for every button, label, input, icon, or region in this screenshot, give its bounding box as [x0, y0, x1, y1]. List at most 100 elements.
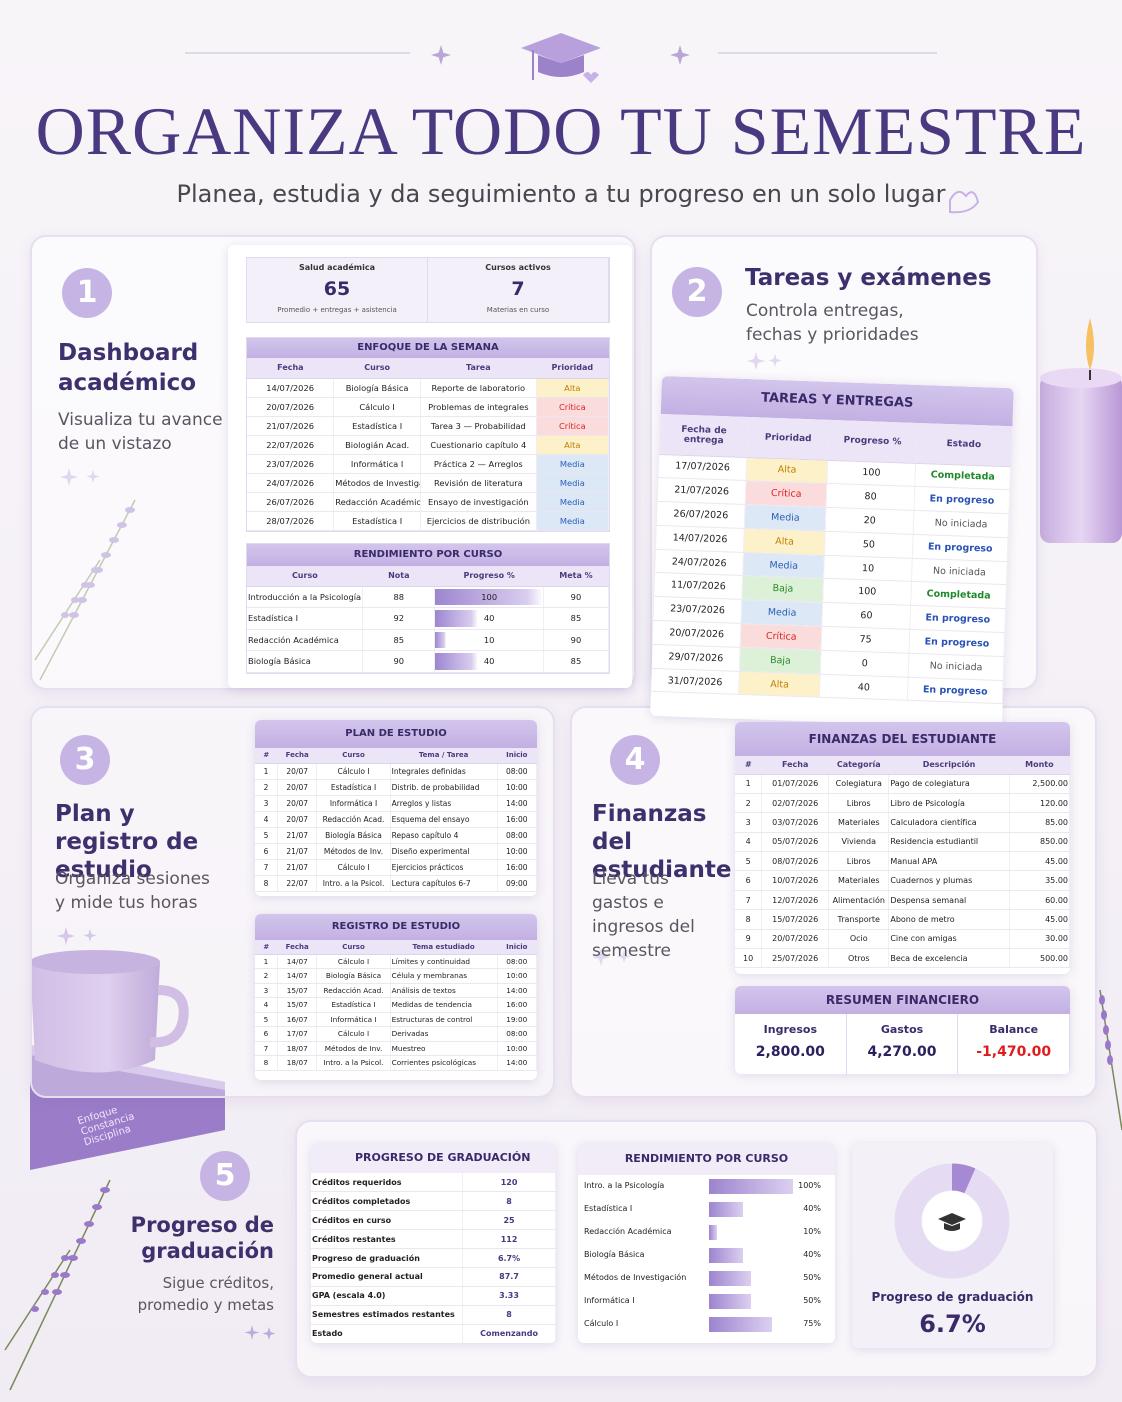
cell: 14:00 — [497, 795, 537, 812]
cell: 20/07/2026 — [247, 397, 335, 417]
donut — [894, 1163, 1010, 1279]
finance-card: FINANZAS DEL ESTUDIANTE # Fecha Categoría De… — [735, 722, 1070, 974]
row: Introducción a la Psicología 88 100 90 — [247, 586, 610, 608]
summary-item: Ingresos 2,800.00 — [735, 1014, 847, 1074]
row: 8 15/07/2026 Transporte Abono de metro 45.00 — [735, 909, 1070, 930]
row: 8 22/07 Intro. a la Psicol. Lectura capítul… — [255, 875, 537, 892]
cell: Baja — [739, 647, 822, 674]
kpi-value: 65 — [323, 278, 351, 300]
cell: Pago de colegiatura — [888, 774, 1010, 794]
cell: 25 — [462, 1210, 556, 1231]
data-table: # Fecha Curso Tema / Tarea Inicio 1 20/07 Cálcu… — [255, 748, 537, 892]
cell: 30.00 — [1009, 929, 1070, 950]
cell: Integrales definidas — [390, 763, 498, 780]
section-number: 3 — [60, 735, 110, 785]
cell: Media — [742, 552, 825, 579]
summary-value: 2,800.00 — [755, 1044, 825, 1060]
cell: Media — [536, 492, 610, 512]
cell: Arreglos y listas — [390, 795, 498, 812]
cell: Comenzando — [462, 1324, 556, 1343]
cell: 19:00 — [497, 1012, 537, 1027]
kpi-note: Promedio + entregas + asistencia — [277, 306, 397, 314]
cell: 3 — [255, 983, 279, 998]
cell: 80 — [826, 483, 915, 511]
progress-bar — [709, 1225, 718, 1240]
cell: 14/07 — [277, 954, 318, 969]
progress-bar — [709, 1317, 772, 1332]
cell: Manual APA — [888, 851, 1010, 872]
cell: Análisis de textos — [390, 983, 498, 998]
cell: 4 — [735, 832, 763, 853]
cell: 15/07 — [277, 997, 318, 1013]
column-header: Progreso % — [434, 566, 544, 587]
bar-label: 50% — [803, 1273, 821, 1282]
table-title: ENFOQUE DE LA SEMANA — [247, 338, 609, 358]
row: 4 15/07 Estadística I Medidas de tendencia 1… — [255, 997, 537, 1013]
cell: Alta — [536, 378, 610, 398]
bar-label: 10% — [803, 1227, 821, 1236]
row: 6 17/07 Cálculo I Derivadas 08:00 — [255, 1026, 537, 1042]
cell: 2 — [735, 793, 763, 814]
column-header: Fecha — [277, 940, 317, 955]
row: 26/07/2026 Redacción Académica Ensayo de i… — [247, 492, 610, 512]
cell: 7 — [255, 1041, 279, 1056]
table-title: RENDIMIENTO POR CURSO — [247, 544, 609, 566]
cell: No iniciada — [911, 558, 1008, 586]
row: 7 12/07/2026 Alimentación Despensa semanal 6… — [735, 890, 1070, 911]
cell: 16:00 — [497, 811, 537, 828]
cell: Tarea 3 — Probabilidad — [420, 416, 537, 436]
row: 14/07/2026 Biología Básica Reporte de labo… — [247, 378, 610, 398]
cell: Otros — [828, 948, 890, 969]
cell: 3 — [255, 795, 279, 812]
cap-icon — [938, 1213, 966, 1231]
dashboard-card: Salud académica 65 Promedio + entregas + a… — [228, 245, 632, 688]
cell: Libros — [828, 851, 890, 872]
cell: Biología Básica — [316, 968, 391, 984]
progress-bar — [435, 653, 479, 670]
cell: 5 — [255, 1012, 279, 1027]
row: 3 15/07 Redacción Acad. Análisis de textos 1… — [255, 983, 537, 998]
row: Promedio general actual 87.7 — [311, 1267, 556, 1287]
cell: 08:00 — [497, 827, 537, 844]
section-title: Progreso de graduación — [130, 1213, 274, 1263]
cell: Residencia estudiantil — [888, 832, 1010, 853]
cell: 40 — [434, 650, 544, 673]
cell: Métodos de Inv. — [316, 1041, 391, 1056]
cell: Cálculo I — [316, 763, 391, 780]
cell: 18/07 — [277, 1055, 318, 1071]
tasks-card: TAREAS Y ENTREGAS Fecha de entrega Priorid… — [650, 376, 1014, 729]
column-header: Curso — [316, 940, 391, 955]
cell: 28/07/2026 — [247, 511, 335, 531]
progress-bar — [709, 1294, 751, 1309]
section-number: 4 — [610, 735, 660, 785]
perf-wrap: RENDIMIENTO POR CURSO Curso Nota Progreso %… — [246, 543, 610, 674]
row: 5 16/07 Informática I Estructuras de contro… — [255, 1012, 537, 1027]
cell: 112 — [462, 1229, 556, 1250]
cell: 8 — [462, 1305, 556, 1325]
cell: Problemas de integrales — [420, 397, 537, 417]
bar-row: Cálculo I 75% — [578, 1313, 835, 1336]
cell: Libros — [828, 793, 890, 814]
column-header: # — [255, 940, 278, 955]
cell: Revisión de literatura — [420, 473, 537, 493]
cell: 20/07 — [277, 763, 318, 780]
cell-text: 40 — [483, 613, 495, 624]
row: 6 21/07 Métodos de Inv. Diseño experimental… — [255, 843, 537, 860]
row: Estado Comenzando — [311, 1324, 556, 1343]
bar-label: 50% — [803, 1296, 821, 1305]
cell: Crítica — [536, 397, 610, 417]
cell: Completada — [914, 462, 1011, 491]
cell: 10 — [434, 629, 544, 651]
row: 6 10/07/2026 Materiales Cuadernos y plumas 3… — [735, 870, 1070, 891]
cell: 17/07/2026 — [658, 453, 748, 481]
row: 28/07/2026 Estadística I Ejercicios de dis… — [247, 511, 610, 531]
cell: Biología Básica — [316, 827, 391, 844]
cell: En progreso — [909, 629, 1005, 657]
cell: 14/07/2026 — [655, 525, 745, 553]
row: Biología Básica 90 40 85 — [247, 650, 610, 673]
cell: 850.00 — [1009, 832, 1070, 853]
cell: Colegiatura — [828, 774, 890, 794]
cell: Lectura capítulos 6-7 — [390, 875, 498, 892]
cell: 5 — [735, 851, 763, 872]
